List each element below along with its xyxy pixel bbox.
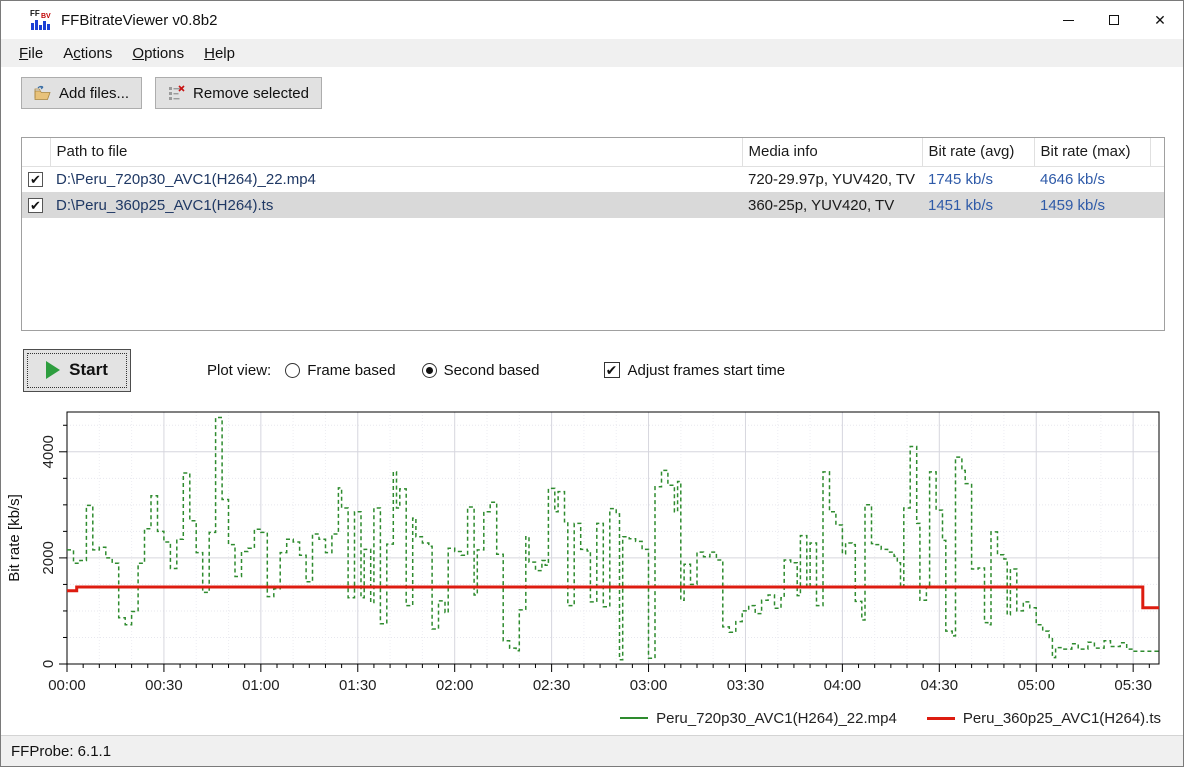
- add-files-button[interactable]: Add files...: [21, 77, 143, 109]
- minimize-button[interactable]: [1045, 1, 1091, 39]
- radio-second-label: Second based: [443, 361, 540, 379]
- column-header-path-to-file[interactable]: Path to file: [50, 138, 743, 167]
- file-path-cell: D:\Peru_720p30_AVC1(H264)_22.mp4: [56, 170, 316, 188]
- start-button[interactable]: Start: [23, 348, 131, 392]
- radio-circle-icon: [285, 362, 301, 378]
- maximize-button[interactable]: [1091, 1, 1137, 39]
- media-info-cell: 720-29.97p, YUV420, TV: [748, 170, 916, 188]
- column-header-checkbox[interactable]: [22, 138, 51, 167]
- bitrate-avg-cell: 1451 kb/s: [922, 192, 1034, 218]
- menu-item-file[interactable]: File: [19, 44, 44, 62]
- bitrate-max-cell: 4646 kb/s: [1040, 170, 1106, 188]
- legend-item-red: Peru_360p25_AVC1(H264).ts: [926, 709, 1161, 727]
- add-files-label: Add files...: [59, 84, 130, 102]
- svg-text:BV: BV: [41, 13, 51, 20]
- file-list: Path to file Media info Bit rate (avg) Bit …: [21, 137, 1165, 331]
- filler-cell: [1150, 192, 1164, 218]
- x-tick-label: 02:00: [436, 677, 474, 694]
- bitrate-avg-cell: 1745 kb/s: [928, 170, 994, 188]
- legend-label: Peru_720p30_AVC1(H264)_22.mp4: [656, 709, 897, 727]
- x-tick-label: 05:30: [1114, 677, 1152, 694]
- close-button[interactable]: ✕: [1137, 1, 1183, 39]
- column-header-media-info[interactable]: Media info: [742, 138, 923, 167]
- legend-line-icon: [926, 716, 955, 720]
- row-checkbox[interactable]: ✔: [28, 172, 43, 188]
- x-tick-label: 00:30: [145, 677, 183, 694]
- checkbox-icon: ✔: [603, 362, 620, 378]
- radio-circle-icon: [421, 362, 437, 378]
- play-icon: [46, 361, 61, 379]
- remove-selected-label: Remove selected: [193, 84, 309, 102]
- open-folder-icon: [34, 85, 51, 100]
- x-tick-label: 03:00: [630, 677, 668, 694]
- table-row[interactable]: ✔ D:\Peru_720p30_AVC1(H264)_22.mp4 720-29.…: [22, 166, 1164, 192]
- plot-controls: Start Plot view: Frame based Second base…: [23, 347, 1183, 393]
- x-tick-label: 01:30: [339, 677, 377, 694]
- close-icon: ✕: [1154, 12, 1166, 28]
- menu-bar: File Actions Options Help: [1, 39, 1183, 67]
- column-header-bit-rate-avg-[interactable]: Bit rate (avg): [922, 138, 1035, 167]
- menu-item-options[interactable]: Options: [132, 44, 185, 62]
- y-tick-label: 2000: [40, 541, 57, 574]
- svg-text:FF: FF: [30, 9, 40, 18]
- window-controls: ✕: [1045, 1, 1183, 39]
- plot-border: [66, 411, 1160, 665]
- remove-list-icon: [169, 85, 185, 100]
- plot-view-label: Plot view:: [207, 361, 272, 379]
- x-tick-label: 04:30: [921, 677, 959, 694]
- row-checkbox[interactable]: ✔: [28, 198, 43, 214]
- menu-item-help[interactable]: Help: [204, 44, 235, 62]
- x-tick-label: 00:00: [48, 677, 86, 694]
- series-line-red: [67, 585, 1159, 610]
- chart-canvas: 00:00 00:30 01:00 01:30 02:00 02:30 03:00 03:30…: [6, 411, 1160, 694]
- filler-cell: [1150, 166, 1164, 192]
- file-table: Path to file Media info Bit rate (avg) Bit …: [22, 138, 1164, 218]
- media-info-cell: 360-25p, YUV420, TV: [742, 192, 922, 218]
- column-header-bit-rate-max-[interactable]: Bit rate (max): [1034, 138, 1151, 167]
- y-axis-title: Bit rate [kb/s]: [6, 494, 23, 582]
- table-header-row: Path to file Media info Bit rate (avg) Bit …: [22, 138, 1164, 167]
- x-tick-label: 04:00: [824, 677, 862, 694]
- radio-frame-label: Frame based: [307, 361, 396, 379]
- title-bar: FF BV FFBitrateViewer v0.8b2 ✕: [1, 1, 1183, 39]
- minimize-icon: [1062, 19, 1074, 21]
- remove-selected-button[interactable]: Remove selected: [155, 77, 322, 109]
- app-icon: FF BV: [30, 9, 51, 30]
- toolbar: Add files... Remove selected: [1, 67, 1183, 115]
- adjust-frames-label: Adjust frames start time: [627, 361, 786, 379]
- y-tick-label: 0: [40, 660, 57, 668]
- y-tick-label: 4000: [40, 435, 57, 468]
- bitrate-max-cell: 1459 kb/s: [1034, 192, 1150, 218]
- x-tick-label: 02:30: [533, 677, 571, 694]
- start-label: Start: [69, 360, 108, 379]
- status-bar: FFProbe: 6.1.1: [1, 735, 1183, 766]
- menu-item-actions[interactable]: Actions: [63, 44, 113, 62]
- plot-view-radio-group: Frame based Second based: [285, 361, 540, 379]
- maximize-icon: [1109, 15, 1119, 25]
- legend-label: Peru_360p25_AVC1(H264).ts: [962, 709, 1161, 727]
- bitrate-chart: 00:00 00:30 01:00 01:30 02:00 02:30 03:00 03:30…: [1, 406, 1183, 731]
- radio-second-based[interactable]: Second based: [421, 361, 540, 379]
- window-title: FFBitrateViewer v0.8b2: [61, 11, 218, 29]
- chart-legend: Peru_720p30_AVC1(H264)_22.mp4 Peru_360p25…: [1, 705, 1183, 731]
- radio-frame-based[interactable]: Frame based: [285, 361, 396, 379]
- file-path-cell: D:\Peru_360p25_AVC1(H264).ts: [50, 192, 742, 218]
- table-row[interactable]: ✔ D:\Peru_360p25_AVC1(H264).ts 360-25p, YU…: [22, 192, 1164, 218]
- legend-item-green: Peru_720p30_AVC1(H264)_22.mp4: [620, 710, 897, 727]
- adjust-frames-checkbox[interactable]: ✔ Adjust frames start time: [603, 361, 786, 379]
- x-tick-label: 03:30: [727, 677, 765, 694]
- ffprobe-version-text: FFProbe: 6.1.1: [11, 742, 112, 760]
- legend-line-icon: [620, 717, 649, 719]
- x-tick-label: 01:00: [242, 677, 280, 694]
- x-tick-label: 05:00: [1017, 677, 1055, 694]
- series-line-green: [67, 416, 1159, 661]
